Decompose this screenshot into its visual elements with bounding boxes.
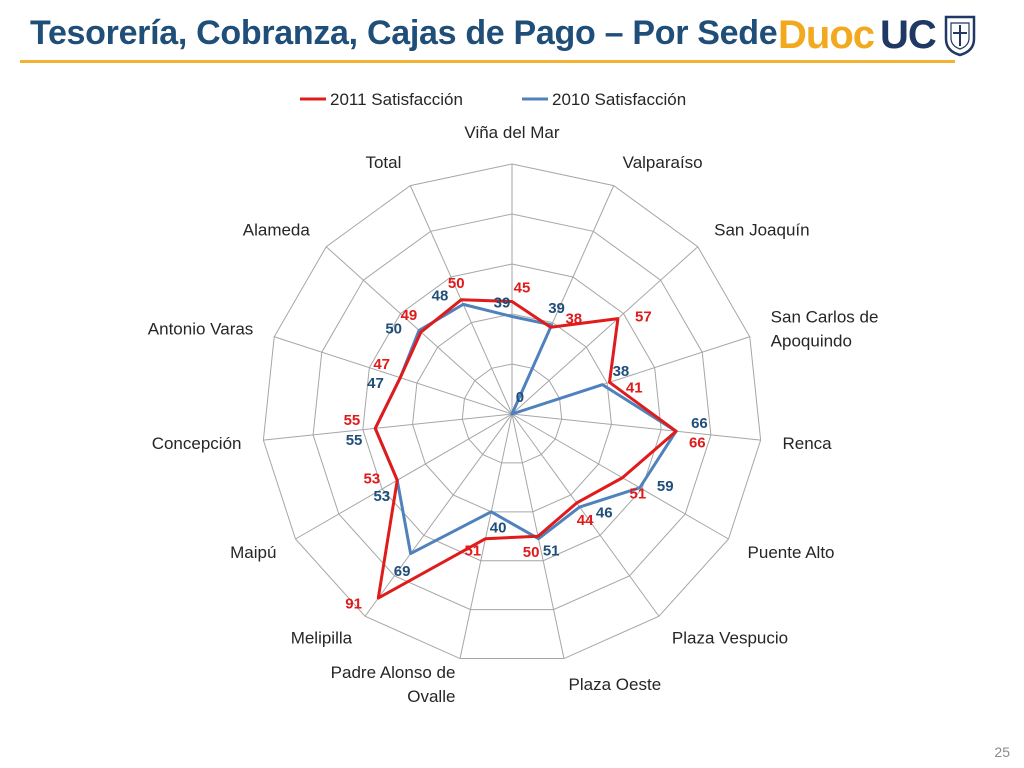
data-label-2010: 0	[516, 389, 524, 406]
data-label-2010: 46	[596, 504, 613, 521]
data-label-2011: 44	[577, 512, 594, 529]
data-label-2010: 38	[613, 363, 630, 380]
data-label-2011: 51	[464, 542, 481, 559]
logo-uc-text: UC	[880, 12, 937, 57]
data-label-2011: 66	[689, 435, 706, 452]
axis-spoke	[511, 413, 729, 540]
axis-spoke	[295, 413, 513, 540]
data-label-2010: 51	[543, 542, 560, 559]
series-line-2010	[373, 302, 678, 556]
logo-duoc-text: Duoc	[778, 12, 875, 57]
axis-spoke	[511, 413, 761, 441]
duoc-uc-logo: Duoc UC	[778, 10, 978, 60]
axis-label: Viña del Mar	[464, 123, 559, 142]
data-label-2011: 38	[565, 310, 582, 327]
axis-spoke	[263, 413, 513, 441]
axis-label: San Joaquín	[714, 220, 809, 239]
axis-label: Puente Alto	[748, 543, 835, 562]
series-line-2011	[373, 298, 678, 600]
data-label-2010: 59	[657, 478, 674, 495]
grid-ring	[312, 213, 712, 611]
axis-label: San Carlos de Apoquindo	[771, 308, 879, 351]
axis-label: Alameda	[243, 220, 311, 239]
legend-label: 2010 Satisfacción	[552, 90, 686, 109]
data-label-2010: 47	[367, 375, 384, 392]
axis-label: Renca	[783, 434, 833, 453]
axis-label: Total	[365, 153, 401, 172]
grid-ring	[412, 313, 612, 513]
axis-spoke	[274, 336, 513, 415]
data-label-2011: 57	[635, 309, 652, 326]
axis-spoke	[511, 246, 699, 415]
page-number: 25	[994, 744, 1010, 760]
axis-label: Melipilla	[291, 628, 353, 647]
data-label-2011: 41	[626, 380, 643, 397]
data-label-2011: 47	[373, 356, 390, 373]
data-label-2011: 51	[630, 485, 647, 502]
axis-spoke	[364, 413, 513, 617]
axis-label: Valparaíso	[623, 153, 703, 172]
data-label-2011: 53	[363, 471, 380, 488]
legend-label: 2011 Satisfacción	[330, 90, 463, 109]
axis-spoke	[459, 413, 513, 659]
data-label-2010: 66	[691, 415, 708, 432]
university-seal-icon	[944, 15, 976, 57]
data-label-2011: 50	[448, 275, 465, 292]
axis-label: Plaza Vespucio	[672, 628, 788, 647]
axis-spoke	[511, 413, 660, 617]
data-label-2010: 48	[432, 288, 449, 305]
data-label-2010: 50	[385, 320, 402, 337]
grid-ring	[362, 263, 662, 562]
grid-ring	[262, 163, 762, 660]
title-underline	[20, 60, 955, 63]
axis-label: Padre Alonso de Ovalle	[331, 663, 456, 706]
grid-ring	[461, 363, 563, 464]
data-label-2010: 39	[548, 300, 565, 317]
axis-label: Maipú	[230, 543, 276, 562]
data-label-2010: 40	[490, 520, 507, 537]
axis-label: Plaza Oeste	[569, 675, 662, 694]
data-label-2011: 55	[344, 412, 361, 429]
data-label-2010: 69	[394, 563, 411, 580]
data-label-2010: 53	[373, 488, 390, 505]
data-label-2010: 55	[346, 432, 363, 449]
slide-title: Tesorería, Cobranza, Cajas de Pago – Por…	[30, 14, 778, 52]
axis-label: Concepción	[152, 434, 242, 453]
data-label-2010: 39	[494, 295, 511, 312]
data-label-2011: 49	[401, 307, 418, 324]
data-label-2011: 50	[523, 544, 540, 561]
axis-label: Antonio Varas	[148, 320, 254, 339]
data-label-2011: 45	[514, 280, 531, 297]
data-label-2011: 91	[345, 595, 362, 612]
